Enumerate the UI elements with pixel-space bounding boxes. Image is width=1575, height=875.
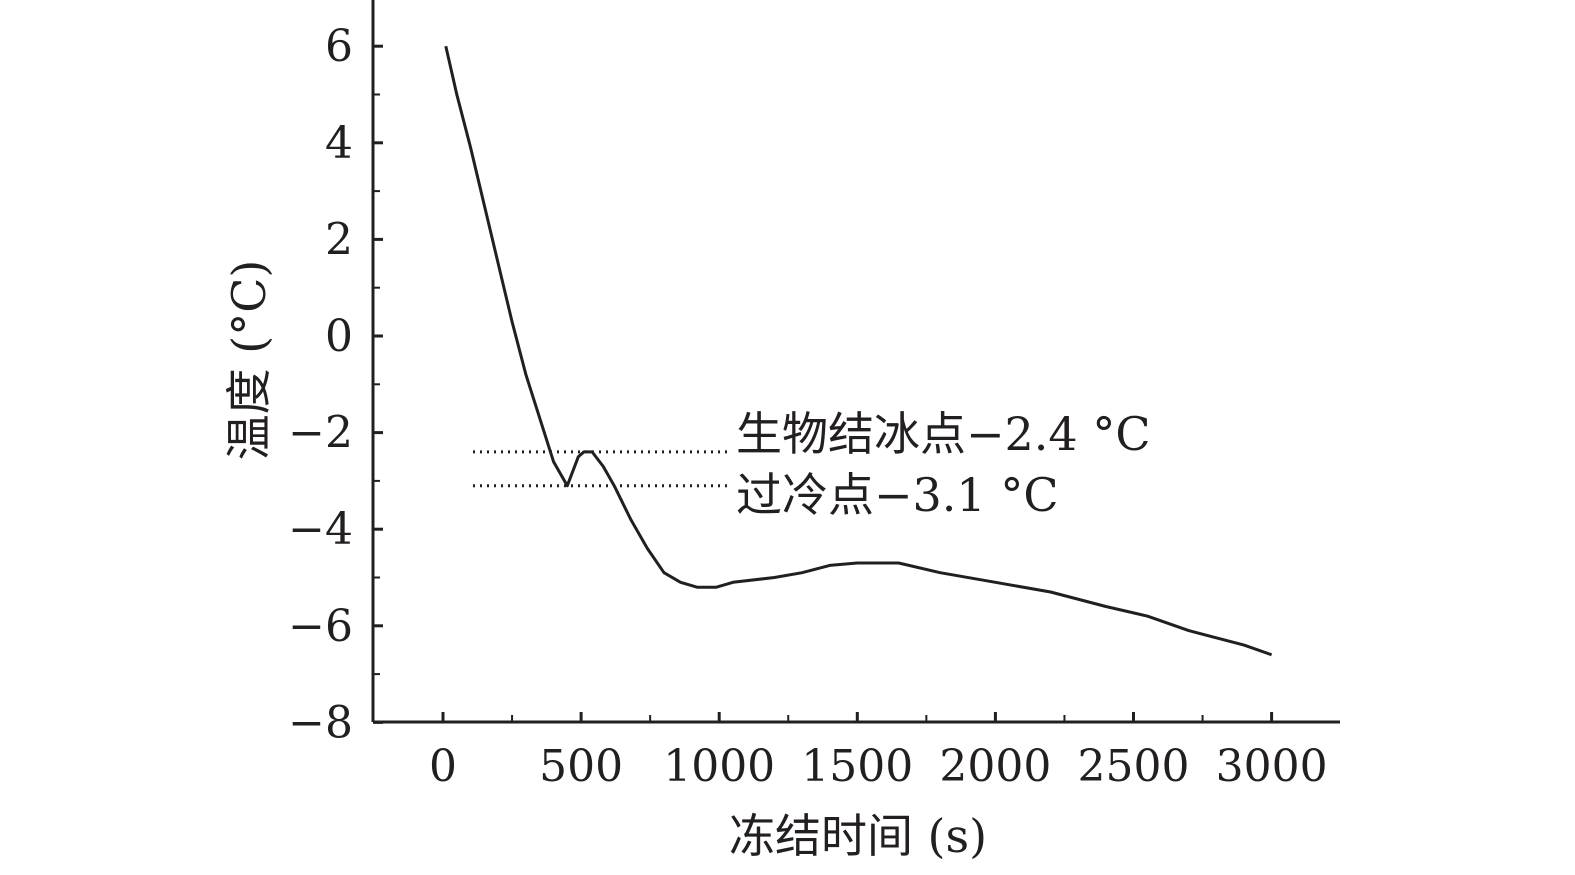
y-tick-label: −8 <box>288 697 353 748</box>
y-tick-label: −2 <box>288 408 353 459</box>
y-tick-label: 4 <box>325 118 353 169</box>
x-axis-title: 冻结时间 (s) <box>729 809 987 863</box>
x-tick-label: 3000 <box>1216 741 1328 792</box>
y-axis-title: 温度 (°C) <box>222 260 276 461</box>
series-layer <box>444 45 1273 657</box>
x-axis-ticks: 0 500 1000 1500 2000 2500 3000 <box>429 712 1328 792</box>
y-axis-ticks: −8 −6 −4 −2 0 2 4 6 <box>288 21 383 748</box>
reference-annotation: 过冷点−3.1 °C <box>736 468 1059 522</box>
y-tick-label: −4 <box>288 504 353 555</box>
y-tick-label: 0 <box>325 311 353 362</box>
x-tick-label: 1000 <box>663 741 775 792</box>
y-tick-label: −6 <box>288 601 353 652</box>
x-tick-label: 500 <box>539 741 623 792</box>
x-tick-label: 2500 <box>1078 741 1190 792</box>
x-tick-label: 2000 <box>939 741 1051 792</box>
temperature-series-line <box>444 45 1273 657</box>
reference-lines: 生物结冰点−2.4 °C 过冷点−3.1 °C <box>473 407 1151 522</box>
reference-annotation: 生物结冰点−2.4 °C <box>736 407 1151 461</box>
y-tick-label: 6 <box>325 21 353 72</box>
x-tick-label: 0 <box>429 741 457 792</box>
y-tick-label: 2 <box>325 214 353 265</box>
x-tick-label: 1500 <box>801 741 913 792</box>
